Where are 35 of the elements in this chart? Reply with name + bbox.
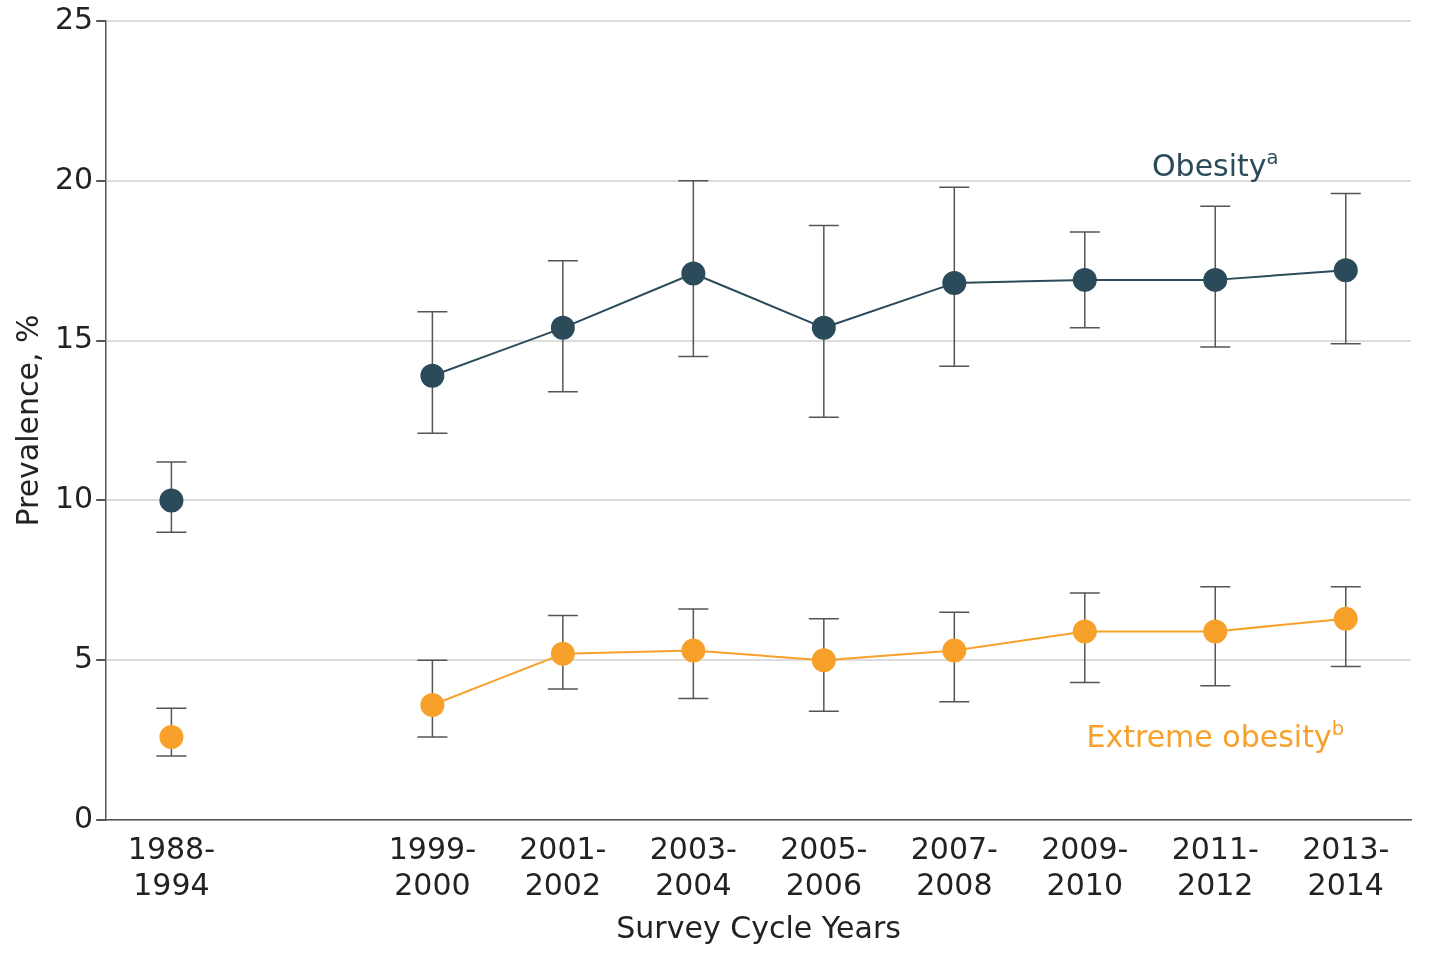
y-axis-title: Prevalence, % [9, 314, 45, 527]
x-tick-label: 2011-2012 [1171, 830, 1259, 902]
point [420, 363, 445, 388]
point [159, 488, 184, 513]
x-tick-label: 1999-2000 [388, 830, 476, 902]
x-tick-label: 1988-1994 [127, 830, 216, 902]
point [681, 638, 706, 663]
point [942, 638, 967, 663]
x-tick-label: 2007-2008 [910, 830, 998, 902]
point [159, 724, 184, 749]
point [550, 315, 575, 340]
x-tick-label: 2009-2010 [1041, 830, 1129, 902]
x-tick-label: 2013-2014 [1302, 830, 1390, 902]
point [1333, 258, 1358, 283]
y-tick-label: 0 [74, 799, 94, 835]
point [1072, 267, 1097, 292]
point [811, 648, 836, 673]
point [1203, 619, 1228, 644]
y-tick-label: 20 [54, 160, 94, 196]
y-tick-label: 25 [54, 0, 94, 36]
point [1072, 619, 1097, 644]
point [1333, 606, 1358, 631]
x-axis-title: Survey Cycle Years [616, 909, 901, 945]
x-tick-label: 2001-2002 [519, 830, 607, 902]
point [681, 261, 706, 286]
point [811, 315, 836, 340]
point [1203, 267, 1228, 292]
point [942, 271, 967, 296]
y-tick-label: 15 [54, 320, 94, 356]
x-tick-label: 2003-2004 [649, 830, 737, 902]
point [550, 641, 575, 666]
y-tick-label: 5 [74, 640, 94, 675]
point [420, 692, 445, 717]
x-tick-label: 2005-2006 [780, 830, 868, 902]
y-tick-label: 10 [54, 480, 94, 516]
